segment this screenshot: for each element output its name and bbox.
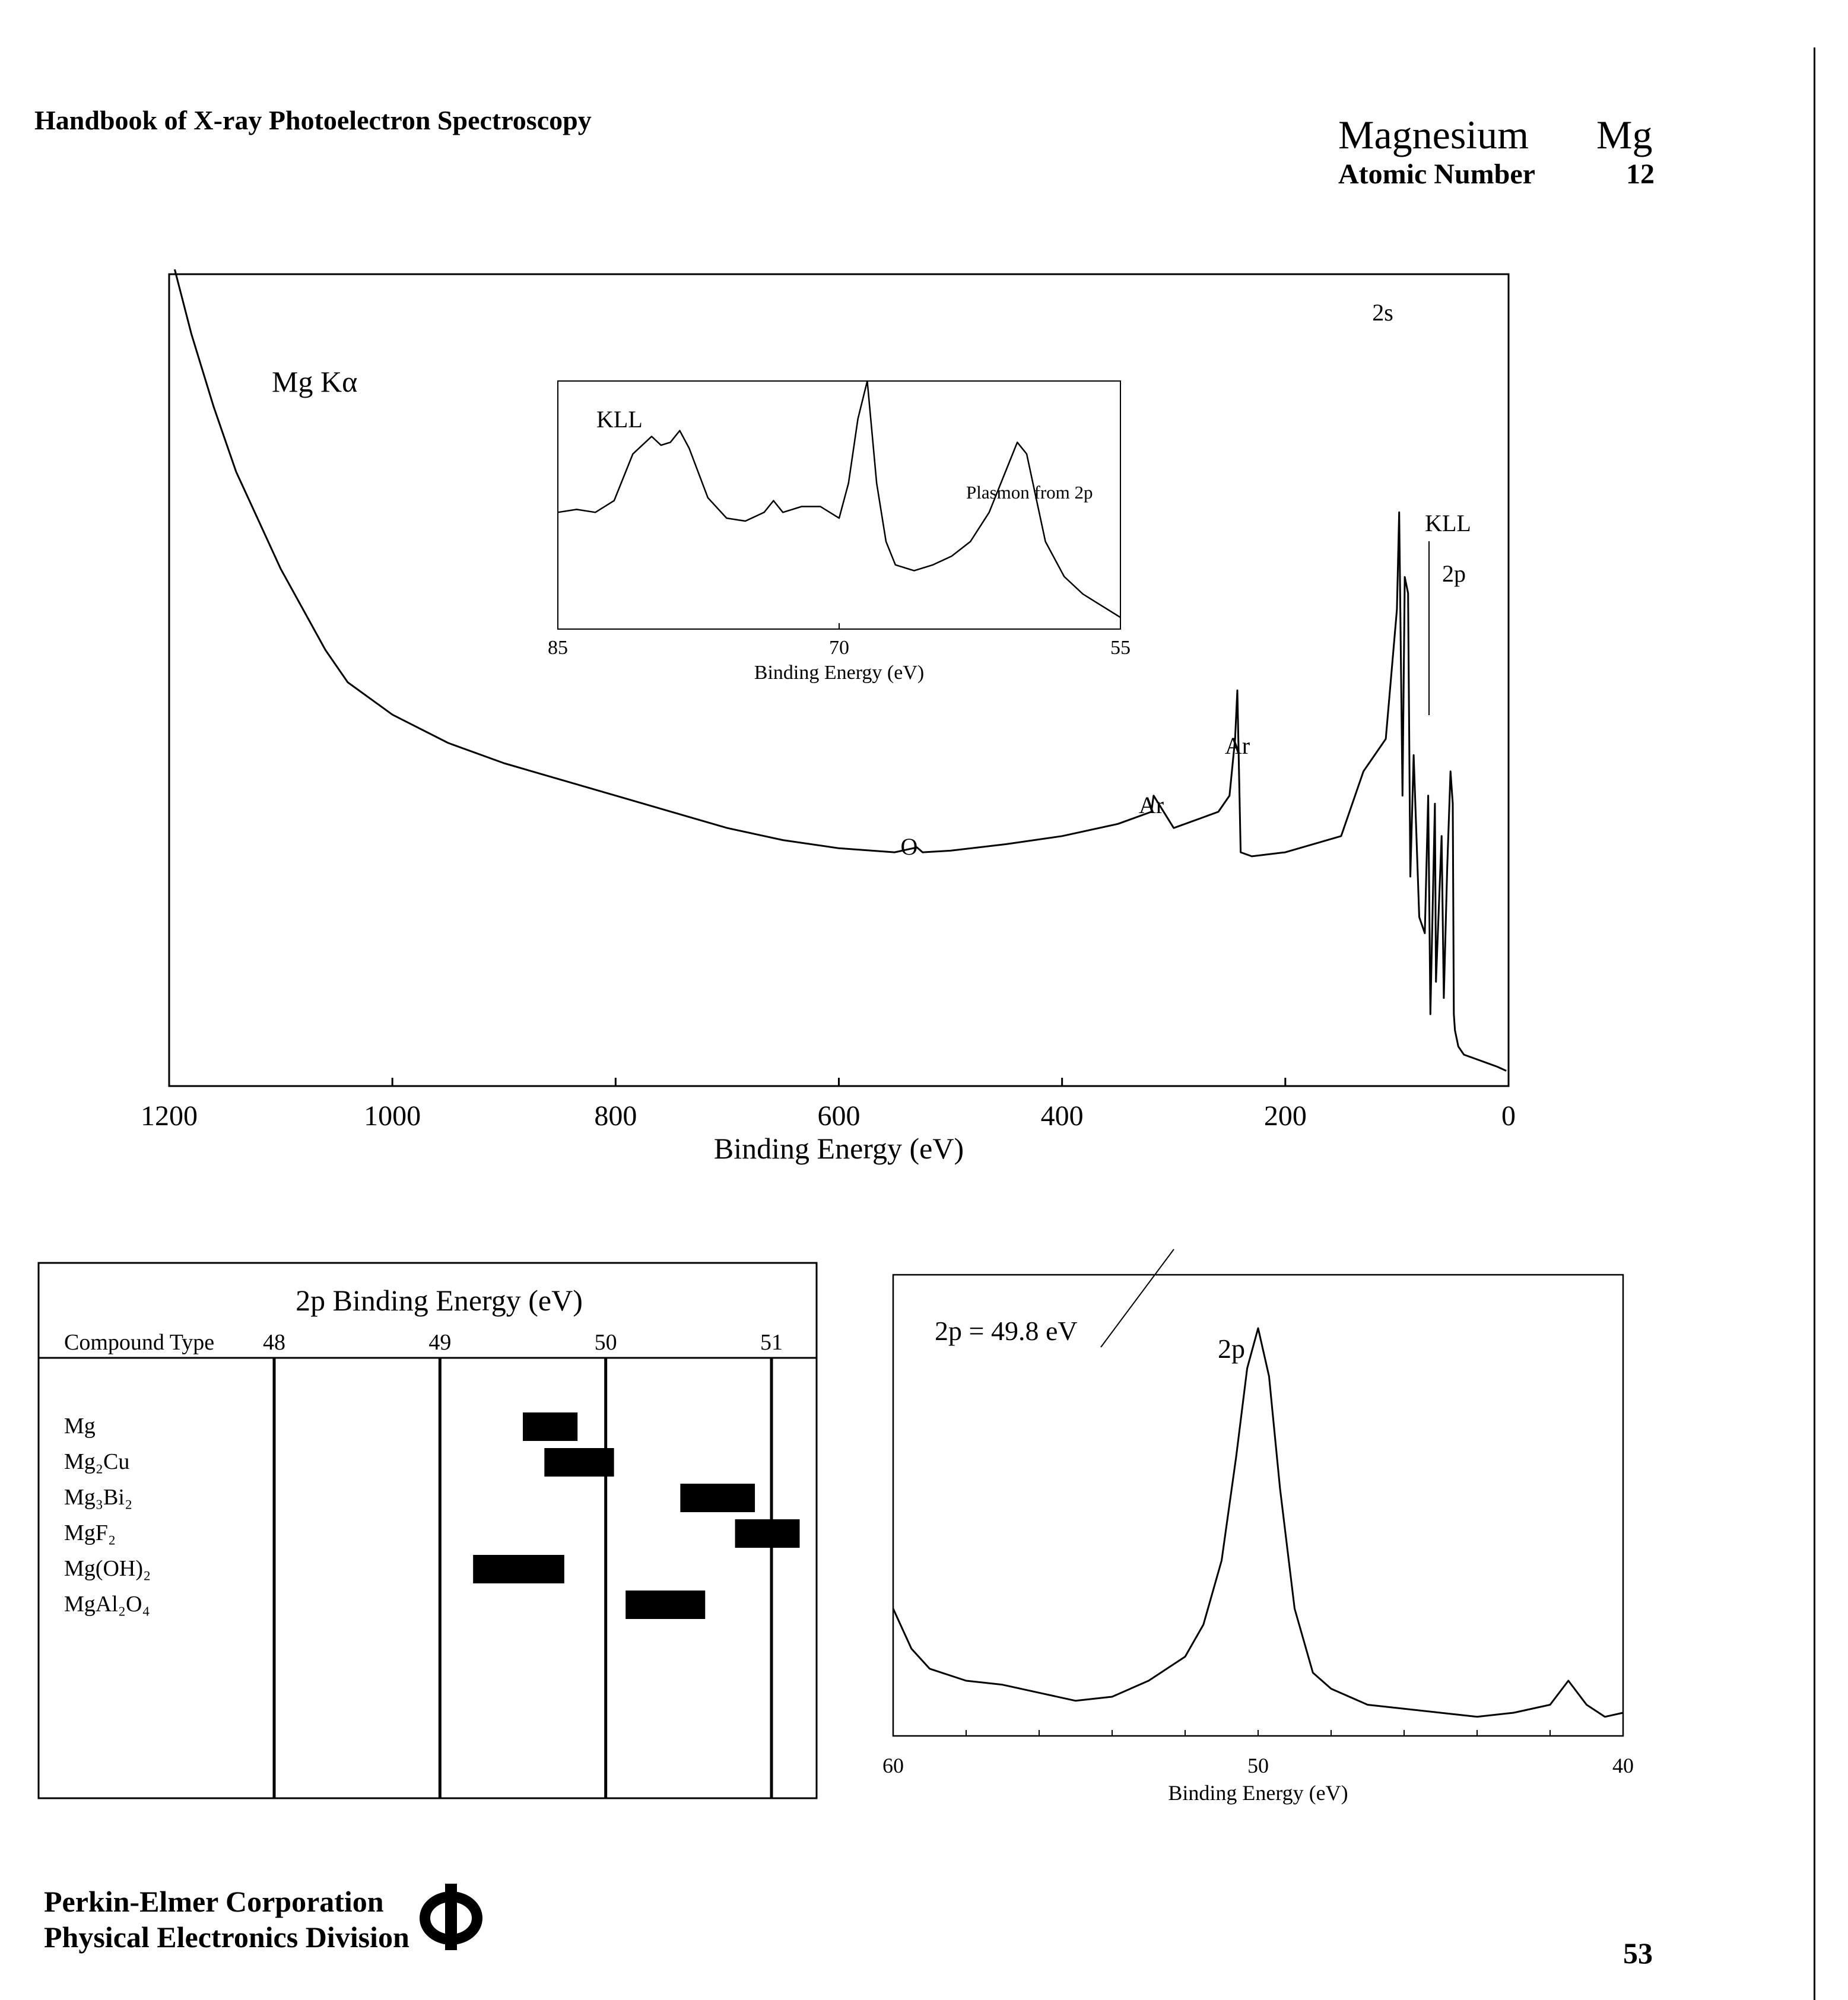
survey-x-tick-label: 800 bbox=[594, 1100, 637, 1132]
inset-kll-label: KLL bbox=[596, 406, 643, 433]
footer-division: Physical Electronics Division bbox=[44, 1920, 409, 1954]
be-table-tick-label: 49 bbox=[428, 1330, 451, 1355]
page-number: 53 bbox=[1623, 1936, 1653, 1970]
mg2p-x-tick-label: 60 bbox=[882, 1754, 904, 1777]
mg2p-x-axis-label: Binding Energy (eV) bbox=[1168, 1781, 1348, 1805]
annotation-2s: 2s bbox=[1372, 299, 1393, 326]
mg2p-x-tick-label: 40 bbox=[1612, 1754, 1634, 1777]
be-table-compound-label: Mg bbox=[64, 1414, 96, 1439]
inset-frame bbox=[557, 380, 1121, 630]
survey-x-axis-label: Binding Energy (eV) bbox=[714, 1132, 964, 1165]
inset-x-axis-label: Binding Energy (eV) bbox=[754, 662, 924, 684]
be-range-bar bbox=[473, 1555, 564, 1583]
be-table-compound-label: Mg₂Cu bbox=[64, 1449, 129, 1474]
be-range-bar bbox=[523, 1412, 578, 1441]
be-range-bar bbox=[625, 1591, 706, 1619]
annotation-ar-2: Ar bbox=[1139, 792, 1164, 818]
survey-x-tick-label: 1000 bbox=[364, 1100, 421, 1132]
be-table-title: 2p Binding Energy (eV) bbox=[296, 1284, 583, 1317]
be-range-bar bbox=[735, 1519, 800, 1548]
mg2p-x-tick-label: 50 bbox=[1247, 1754, 1269, 1777]
page-edge-line bbox=[1814, 47, 1815, 2000]
be-table-compound-label: Mg(OH)₂ bbox=[64, 1556, 151, 1581]
survey-spectrum-line bbox=[173, 269, 1507, 1072]
be-range-bar bbox=[680, 1484, 755, 1512]
annotation-2p: 2p bbox=[1442, 560, 1466, 587]
inset-x-tick-label: 55 bbox=[1110, 637, 1131, 659]
atomic-number: 12 bbox=[1626, 158, 1655, 190]
survey-x-tick-label: 400 bbox=[1041, 1100, 1084, 1132]
mg2p-spectrum-line bbox=[892, 1327, 1624, 1718]
atomic-number-label: Atomic Number bbox=[1338, 158, 1535, 190]
be-table-compound-label: MgAl₂O₄ bbox=[64, 1592, 150, 1617]
be-table-tick-label: 48 bbox=[263, 1330, 285, 1355]
inset-spectrum-line bbox=[557, 380, 1121, 618]
inset-plasmon-label: Plasmon from 2p bbox=[966, 482, 1093, 503]
survey-x-tick-label: 1200 bbox=[141, 1100, 198, 1132]
phi-logo-icon bbox=[420, 1884, 482, 1950]
mg2p-peak-label: 2p bbox=[1218, 1334, 1245, 1364]
element-symbol: Mg bbox=[1596, 112, 1653, 157]
inset-x-tick-label: 70 bbox=[829, 637, 849, 659]
be-table-compound-label: Mg₃Bi₂ bbox=[64, 1485, 132, 1510]
annotation-kll: KLL bbox=[1425, 510, 1471, 536]
mg2p-slash-mark bbox=[1100, 1249, 1174, 1348]
mg2p-value-label: 2p = 49.8 eV bbox=[935, 1316, 1078, 1346]
be-table-frame bbox=[37, 1262, 818, 1799]
annotation-ar-1: Ar bbox=[1225, 732, 1250, 759]
handbook-title: Handbook of X-ray Photoelectron Spectros… bbox=[34, 105, 592, 135]
survey-x-tick-label: 200 bbox=[1264, 1100, 1307, 1132]
annotation-o: O bbox=[901, 833, 918, 860]
element-name: Magnesium bbox=[1338, 112, 1529, 157]
survey-source-label: Mg Kα bbox=[272, 365, 357, 398]
survey-x-tick-label: 0 bbox=[1501, 1100, 1516, 1132]
be-table-tick-label: 51 bbox=[760, 1330, 783, 1355]
be-range-bar bbox=[544, 1448, 614, 1477]
survey-x-tick-label: 600 bbox=[818, 1100, 861, 1132]
be-table-tick-label: 50 bbox=[595, 1330, 617, 1355]
be-table-compound-label: MgF₂ bbox=[64, 1520, 116, 1545]
be-table-row-header: Compound Type bbox=[64, 1330, 214, 1355]
inset-x-tick-label: 85 bbox=[548, 637, 568, 659]
footer-company: Perkin-Elmer Corporation bbox=[44, 1885, 384, 1918]
